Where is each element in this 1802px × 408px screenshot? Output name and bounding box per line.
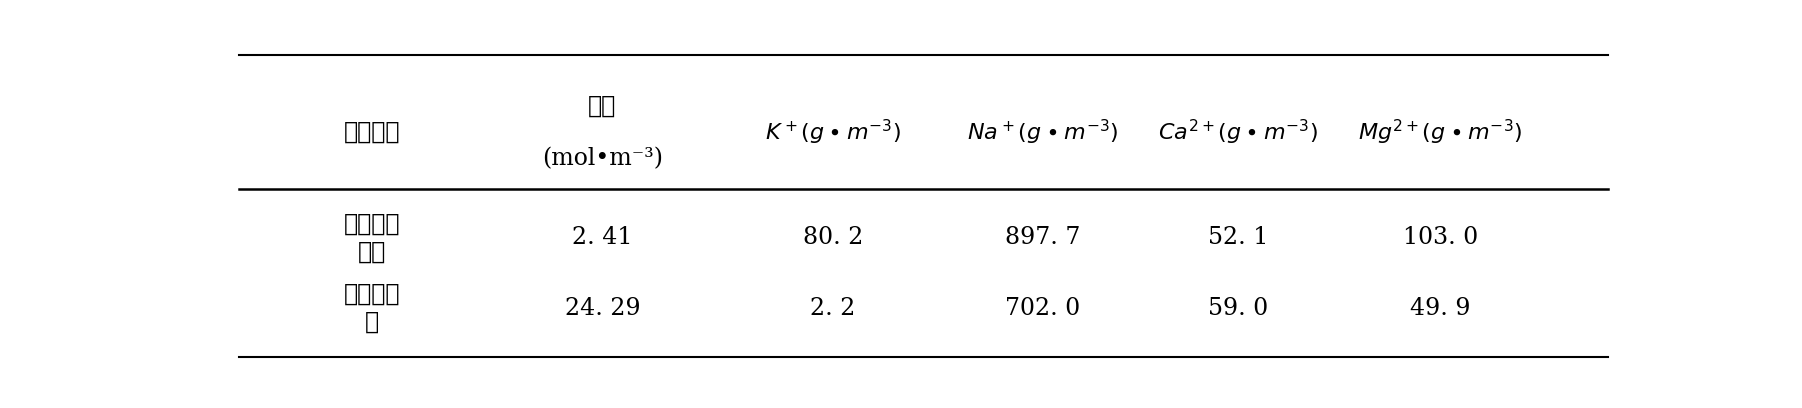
Text: $Na^+(g\bullet m^{-3})$: $Na^+(g\bullet m^{-3})$: [966, 118, 1117, 147]
Text: $K^+(g\bullet m^{-3})$: $K^+(g\bullet m^{-3})$: [764, 118, 901, 147]
Text: 59. 0: 59. 0: [1207, 297, 1269, 319]
Text: 蟹种培育
池水: 蟹种培育 池水: [344, 212, 400, 263]
Text: (mol•m⁻³): (mol•m⁻³): [542, 147, 663, 171]
Text: 702. 0: 702. 0: [1004, 297, 1079, 319]
Text: 水体类型: 水体类型: [344, 120, 400, 144]
Text: 52. 1: 52. 1: [1207, 226, 1269, 249]
Text: 103. 0: 103. 0: [1402, 226, 1478, 249]
Text: 灸度: 灸度: [587, 93, 616, 118]
Text: 2. 2: 2. 2: [811, 297, 856, 319]
Text: 24. 29: 24. 29: [564, 297, 640, 319]
Text: $Mg^{2+}(g\bullet m^{-3})$: $Mg^{2+}(g\bullet m^{-3})$: [1359, 118, 1523, 147]
Text: 49. 9: 49. 9: [1409, 297, 1470, 319]
Text: 897. 7: 897. 7: [1004, 226, 1079, 249]
Text: 盐碱苇塘
水: 盐碱苇塘 水: [344, 282, 400, 334]
Text: $Ca^{2+}(g\bullet m^{-3})$: $Ca^{2+}(g\bullet m^{-3})$: [1157, 118, 1317, 147]
Text: 80. 2: 80. 2: [802, 226, 863, 249]
Text: 2. 41: 2. 41: [571, 226, 633, 249]
